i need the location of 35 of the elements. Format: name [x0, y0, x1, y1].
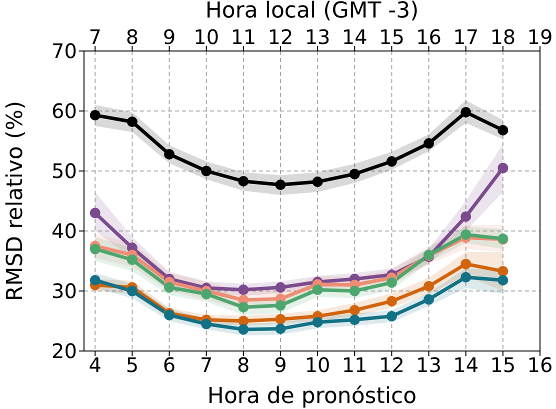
x-tick-label: 10: [304, 353, 330, 378]
x2-tick-label: 12: [268, 25, 294, 49]
x2-tick-label: 7: [88, 25, 102, 49]
y-axis-title: RMSD relativo (%): [2, 100, 28, 302]
x-tick-label: 8: [237, 353, 250, 378]
x-tick-label: 5: [126, 353, 139, 378]
x2-tick-label: 14: [342, 25, 368, 49]
x2-tick-label: 19: [527, 25, 553, 49]
x2-axis-title: Hora local (GMT -3): [205, 0, 419, 24]
x-tick-label: 7: [200, 353, 213, 378]
x2-tick-label: 18: [490, 25, 516, 49]
y-tick-label: 60: [52, 99, 77, 124]
y-tick-label: 40: [52, 219, 77, 244]
y-tick-label: 20: [52, 339, 77, 364]
x-axis-title: Hora de pronóstico: [207, 384, 417, 409]
x-tick-label: 15: [490, 353, 516, 378]
y-tick-label: 50: [52, 159, 77, 184]
x-tick-label: 12: [378, 353, 404, 378]
x-tick-label: 16: [527, 353, 553, 378]
x-tick-label: 13: [416, 353, 442, 378]
x-tick-label: 9: [274, 353, 287, 378]
x2-tick-label: 11: [230, 25, 256, 49]
x-tick-label: 11: [342, 353, 368, 378]
x2-tick-label: 17: [453, 25, 479, 49]
y-tick-label: 70: [52, 39, 77, 64]
x2-tick-label: 16: [416, 25, 442, 49]
x2-tick-label: 15: [378, 25, 404, 49]
x2-tick-label: 8: [126, 25, 139, 49]
x2-tick-label: 10: [194, 25, 220, 49]
x2-tick-label: 13: [304, 25, 330, 49]
x-tick-label: 4: [88, 353, 102, 378]
x2-tick-label: 9: [162, 25, 176, 49]
x-tick-label: 14: [453, 353, 479, 378]
y-tick-label: 30: [52, 279, 77, 304]
x-tick-label: 6: [162, 353, 176, 378]
